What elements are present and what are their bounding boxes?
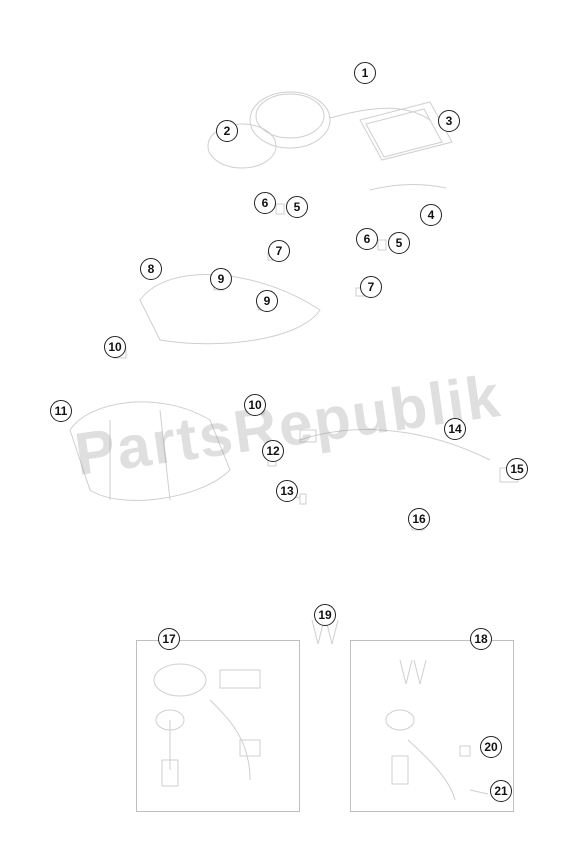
callout-9b: 9 (256, 290, 278, 312)
callout-16: 16 (408, 508, 430, 530)
callout-11: 11 (50, 400, 72, 422)
callout-7a: 7 (268, 240, 290, 262)
callout-7b: 7 (360, 276, 382, 298)
callout-6b: 6 (356, 228, 378, 250)
callout-10b: 10 (244, 394, 266, 416)
lockset-box-b (350, 640, 514, 812)
parts-diagram: PartsRepublik 1 2 3 4 5 5 6 6 7 7 8 9 9 … (0, 0, 576, 850)
callout-9a: 9 (210, 268, 232, 290)
callout-15: 15 (506, 458, 528, 480)
callout-4: 4 (420, 204, 442, 226)
watermark: PartsRepublik (71, 361, 506, 489)
callout-13: 13 (276, 480, 298, 502)
callout-5b: 5 (388, 232, 410, 254)
callout-19: 19 (314, 604, 336, 626)
callout-12: 12 (262, 440, 284, 462)
callout-3: 3 (438, 110, 460, 132)
callout-1: 1 (354, 62, 376, 84)
callout-21: 21 (490, 780, 512, 802)
callout-18: 18 (470, 628, 492, 650)
callout-8: 8 (140, 258, 162, 280)
callout-10a: 10 (104, 336, 126, 358)
callout-6a: 6 (254, 192, 276, 214)
callout-2: 2 (216, 120, 238, 142)
callout-17: 17 (158, 628, 180, 650)
callout-14: 14 (444, 418, 466, 440)
lockset-box-a (136, 640, 300, 812)
callout-20: 20 (480, 736, 502, 758)
callout-5a: 5 (286, 196, 308, 218)
